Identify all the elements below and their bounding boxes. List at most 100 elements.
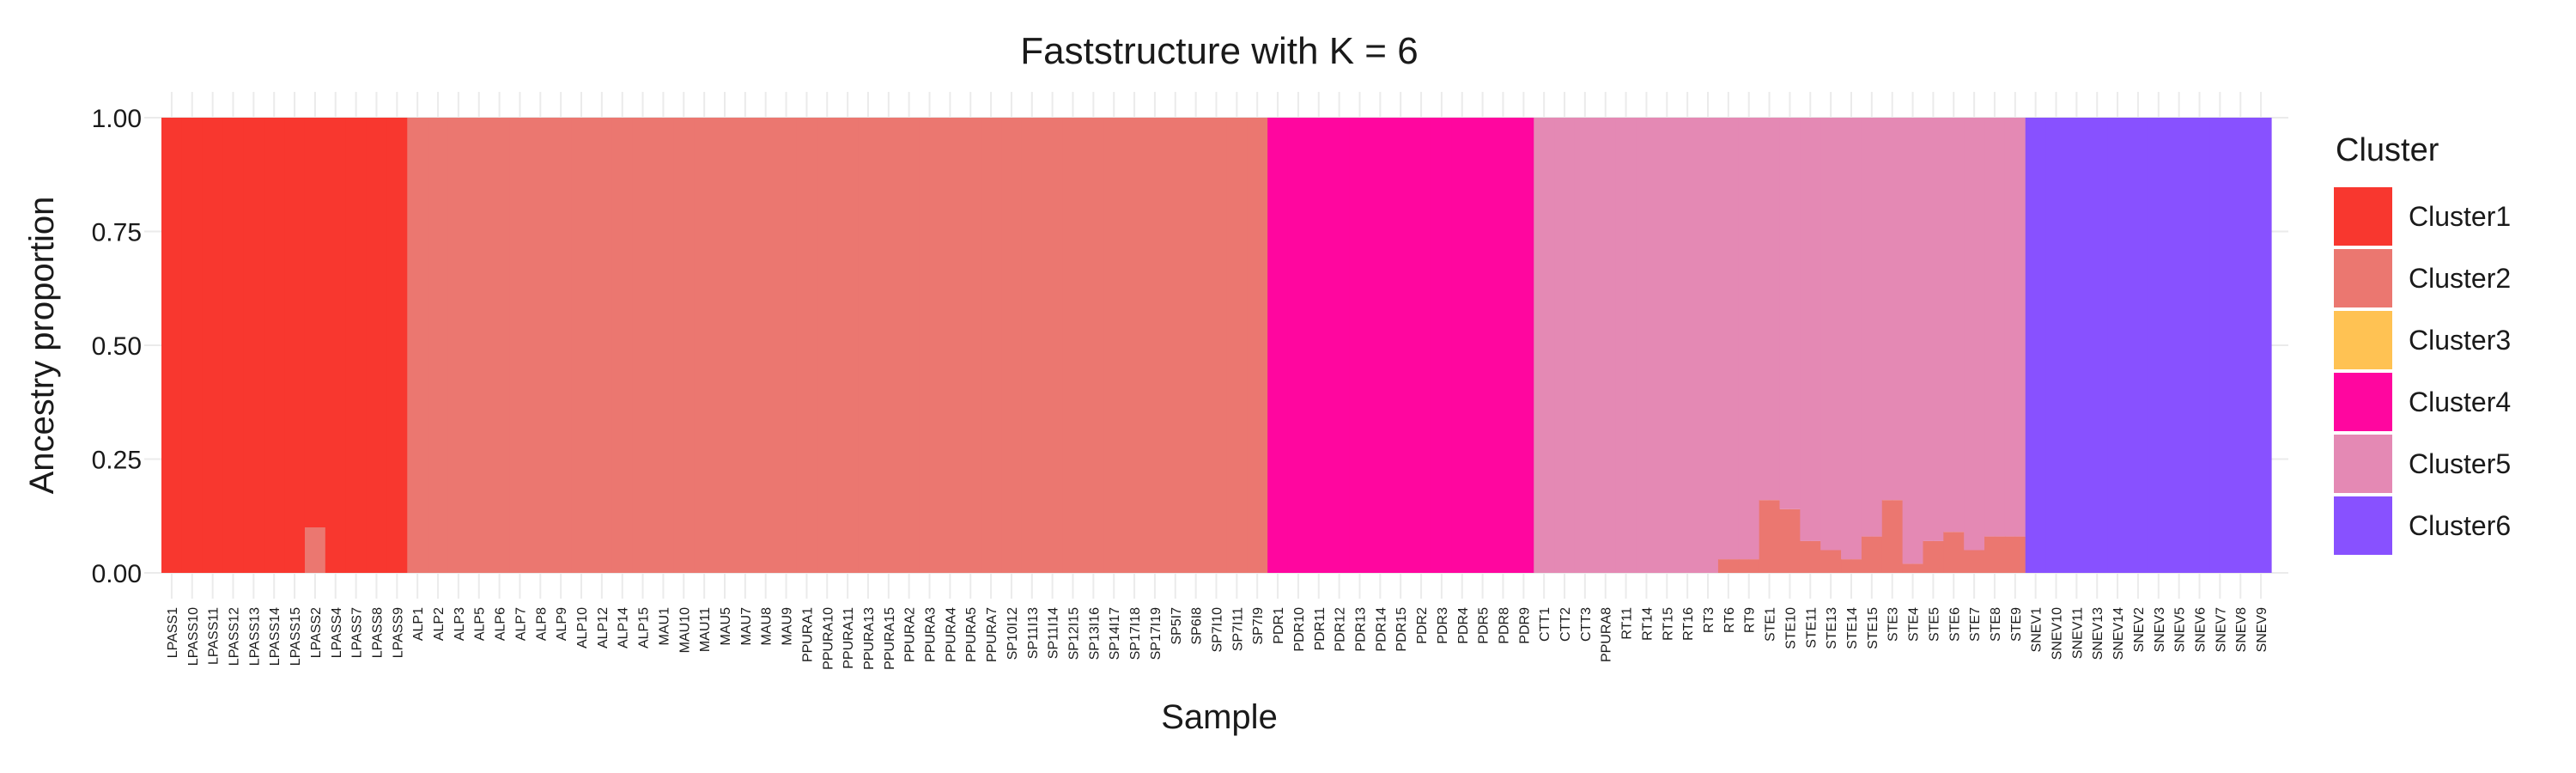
x-tick-label: PDR11 [1313, 607, 1327, 650]
y-tick-label: 0.25 [92, 447, 142, 475]
bar-segment [796, 118, 817, 573]
x-tick-label: PPURA3 [924, 607, 939, 662]
bar-segment [1021, 118, 1043, 573]
bar-segment [1062, 118, 1084, 573]
x-axis-label: Sample [1161, 698, 1278, 736]
bar-segment [366, 118, 387, 573]
y-axis-label: Ancestry proportion [23, 197, 61, 495]
bar-segment [1431, 118, 1453, 573]
y-tick-label: 0.75 [92, 219, 142, 247]
bar-segment [1164, 118, 1187, 573]
x-tick-label: SNEV14 [2111, 607, 2126, 660]
x-tick-label: LPASS14 [268, 607, 283, 666]
bar-segment [960, 118, 981, 573]
x-tick-label: SNEV9 [2255, 607, 2269, 653]
bar-segment [1820, 118, 1842, 551]
bar-segment [1287, 118, 1309, 573]
bar-segment [2189, 118, 2211, 573]
bar-segment [878, 118, 900, 573]
bar-segment [981, 118, 1002, 573]
legend-label: Cluster1 [2409, 201, 2511, 232]
x-tick-label: MAU9 [781, 607, 795, 646]
x-tick-label: PDR2 [1415, 607, 1430, 644]
y-tick-label: 1.00 [92, 105, 142, 133]
x-tick-label: RT9 [1743, 607, 1758, 633]
x-tick-label: STE11 [1804, 607, 1819, 648]
bar-segment [1492, 118, 1514, 573]
x-tick-label: STE14 [1845, 607, 1860, 649]
bar-segment [2148, 118, 2170, 573]
bar-segment [407, 118, 428, 573]
x-tick-label: SNEV1 [2030, 607, 2044, 653]
bar-segment [632, 118, 654, 573]
x-tick-label: SNEV7 [2214, 607, 2228, 653]
x-tick-label: SP6I8 [1190, 607, 1205, 645]
x-tick-label: PPURA10 [821, 607, 835, 670]
bar-segment [1717, 559, 1740, 573]
chart-title: Faststructure with K = 6 [1020, 30, 1418, 72]
x-tick-label: MAU10 [677, 607, 692, 653]
bar-segment [509, 118, 531, 573]
bar-segment [1881, 118, 1904, 501]
x-tick-label: SNEV6 [2194, 607, 2208, 653]
x-tick-label: LPASS11 [207, 607, 222, 665]
bar-segment [1984, 536, 2006, 573]
bar-segment [1615, 118, 1637, 573]
bar-segment [1698, 118, 1719, 573]
x-tick-label: MAU1 [657, 607, 671, 646]
bar-segment [2230, 118, 2251, 573]
bar-segment [1800, 118, 1821, 541]
bar-segment [919, 118, 941, 573]
bar-segment [611, 118, 634, 573]
x-tick-label: STE15 [1866, 607, 1880, 649]
bar-segment [1881, 500, 1904, 573]
x-tick-label: LPASS15 [289, 607, 303, 666]
legend-label: Cluster2 [2409, 263, 2511, 294]
x-tick-label: RT15 [1661, 607, 1675, 641]
bar-segment [1779, 118, 1801, 509]
bar-segment [304, 118, 326, 527]
bar-segment [1759, 500, 1781, 573]
bar-segment [1717, 118, 1740, 560]
x-tick-label: STE8 [1989, 607, 2003, 642]
bar-segment [284, 118, 306, 573]
legend-swatch [2334, 249, 2392, 307]
bar-segment [1513, 118, 1534, 573]
bar-segment [1574, 118, 1596, 573]
bar-segment [755, 118, 777, 573]
y-tick-label: 0.50 [92, 332, 142, 361]
legend-title: Cluster [2336, 132, 2439, 168]
x-tick-label: CTT1 [1538, 607, 1552, 642]
x-tick-label: LPASS9 [391, 607, 405, 658]
x-tick-label: LPASS12 [227, 607, 241, 666]
bar-segment [1841, 559, 1862, 573]
x-tick-label: RT14 [1640, 607, 1655, 641]
x-tick-label: ALP1 [411, 607, 426, 641]
bar-segment [1042, 118, 1064, 573]
bar-segment [1124, 118, 1145, 573]
bar-segment [1390, 118, 1412, 573]
x-tick-label: CTT2 [1558, 607, 1573, 642]
bar-segment [939, 118, 961, 573]
x-tick-label: LPASS2 [309, 607, 324, 658]
bar-segment [2087, 118, 2108, 573]
x-tick-label: MAU7 [739, 607, 754, 646]
bar-segment [694, 118, 715, 573]
x-tick-label: SP17I19 [1149, 607, 1163, 660]
stacked-bars [161, 118, 2272, 573]
x-tick-label: SP11I13 [1026, 607, 1041, 659]
bar-segment [1349, 118, 1371, 573]
x-tick-label: MAU8 [760, 607, 775, 646]
x-tick-label: SNEV3 [2153, 607, 2167, 653]
x-tick-label: SP12I15 [1067, 607, 1082, 660]
x-tick-label: SNEV5 [2173, 607, 2188, 653]
x-tick-label: PDR15 [1394, 607, 1409, 652]
bar-segment [1103, 118, 1125, 573]
bar-segment [1226, 118, 1248, 573]
x-tick-label: STE5 [1927, 607, 1941, 642]
bar-segment [489, 118, 511, 573]
bar-segment [1656, 118, 1678, 573]
bar-segment [2004, 536, 2026, 573]
bar-segment [2209, 118, 2231, 573]
bar-segment [1206, 118, 1228, 573]
